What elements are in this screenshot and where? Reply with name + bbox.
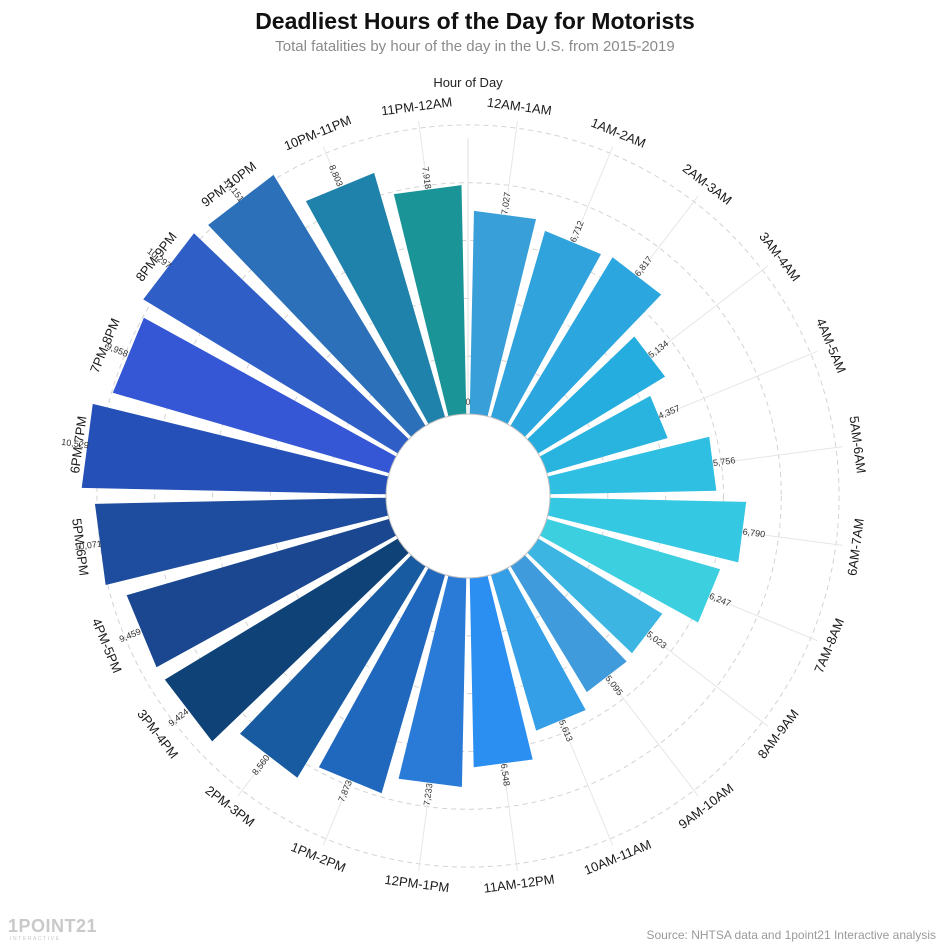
bar-11AM-12PM (469, 575, 533, 768)
value-label: 5,023 (645, 629, 669, 651)
category-label: 10PM-11PM (282, 112, 354, 153)
category-label: 12AM-1AM (486, 95, 552, 118)
value-label: 10,071 (74, 539, 103, 553)
bar-6AM-7AM (547, 497, 747, 563)
bar-8AM-9AM (527, 538, 663, 654)
value-label: 5,134 (646, 338, 670, 360)
bar-7PM-8PM (112, 317, 397, 474)
value-label: 9,424 (167, 707, 191, 729)
bar-9AM-10AM (510, 555, 627, 693)
value-label: 6,712 (568, 219, 586, 244)
chart-subtitle: Total fatalities by hour of the day in t… (275, 38, 675, 55)
center-hole (385, 413, 551, 579)
brand-logo: 1POINT21 (8, 916, 98, 936)
category-label: 6AM-7AM (844, 517, 866, 576)
bar-12PM-1PM (398, 575, 467, 788)
grid-ring (96, 124, 840, 868)
category-label: 2AM-3AM (680, 161, 735, 208)
category-label: 4PM-5PM (89, 616, 125, 675)
category-label: 11AM-12PM (483, 872, 556, 896)
zero-label: 0 (465, 397, 470, 407)
source-note: Source: NHTSA data and 1point21 Interact… (646, 928, 937, 942)
value-label: 8,803 (327, 163, 345, 188)
bar-2AM-3AM (510, 257, 662, 437)
category-label: 10AM-11AM (582, 837, 654, 878)
value-label: 5,613 (557, 718, 575, 743)
category-label: 1AM-2AM (589, 115, 648, 151)
bar-1PM-2PM (318, 567, 446, 794)
value-label: 5,756 (712, 455, 736, 468)
value-label: 4,357 (657, 403, 682, 421)
bar-2PM-3PM (239, 555, 426, 778)
bar-10PM-11PM (305, 172, 446, 425)
brand-logo-subtext: INTERACTIVE (10, 936, 61, 942)
value-label: 7,873 (336, 779, 354, 804)
category-label: 1PM-2PM (289, 839, 348, 875)
value-label: 7,233 (422, 783, 435, 807)
category-label: 4AM-5AM (813, 316, 849, 375)
value-label: 6,790 (742, 527, 766, 540)
category-label: 11PM-12AM (380, 94, 453, 118)
category-label: 3AM-4AM (756, 229, 803, 284)
category-label: 5PM-6PM (69, 517, 91, 576)
bar-7AM-8AM (539, 518, 721, 623)
bar-5PM-6PM (94, 497, 389, 586)
bar-6PM-7PM (81, 403, 389, 495)
value-label: 8,560 (250, 753, 272, 777)
bar-10AM-11AM (490, 567, 586, 731)
bar-3AM-4AM (527, 336, 666, 454)
value-label: 6,548 (499, 763, 512, 787)
bar-11PM-12AM (393, 185, 467, 417)
chart-title: Deadliest Hours of the Day for Motorists (255, 8, 695, 34)
bar-4AM-5AM (539, 395, 668, 474)
category-label: 6PM-7PM (67, 415, 89, 474)
axis-label: Hour of Day (433, 75, 503, 90)
value-label: 6,817 (633, 254, 655, 278)
bar-1AM-2AM (490, 230, 601, 425)
category-label: 9AM-10AM (676, 780, 737, 831)
bar-4PM-5PM (126, 518, 397, 668)
category-label: 8AM-9AM (755, 706, 802, 761)
value-label: 7,918 (420, 166, 433, 190)
grid-ring (212, 240, 724, 752)
bar-12AM-1AM (469, 210, 537, 417)
category-label: 7AM-8AM (811, 616, 847, 675)
value-label: 10,529 (61, 437, 90, 451)
value-label: 5,095 (603, 673, 625, 697)
category-label: 2PM-3PM (203, 783, 258, 830)
bar-9PM-10PM (208, 174, 426, 437)
value-label: 7,027 (499, 191, 512, 215)
grid-ring (154, 182, 782, 810)
bar-8PM-9PM (143, 233, 409, 454)
bar-5AM-6AM (547, 436, 717, 495)
category-label: 5AM-6AM (846, 415, 868, 474)
bar-3PM-4PM (164, 538, 409, 742)
category-label: 12PM-1PM (384, 872, 450, 895)
bar-layer (81, 172, 747, 794)
value-label: 6,247 (708, 591, 733, 609)
